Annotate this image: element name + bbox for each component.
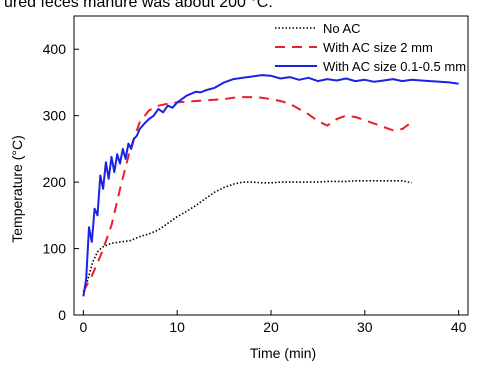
- x-tick-label-2: 20: [263, 319, 279, 335]
- series-line-0: [82, 180, 412, 296]
- y-tick-label-1: 100: [43, 241, 67, 257]
- y-tick-label-3: 300: [43, 108, 67, 124]
- y-tick-label-0: 0: [58, 307, 66, 323]
- legend-label-2: With AC size 0.1-0.5 mm: [323, 59, 466, 74]
- x-tick-label-3: 30: [357, 319, 373, 335]
- y-tick-label-2: 200: [43, 174, 67, 190]
- series-line-2: [82, 74, 459, 297]
- series-line-1: [82, 96, 413, 293]
- x-tick-label-4: 40: [451, 319, 467, 335]
- legend: No AC With AC size 2 mm With AC size 0.1-0…: [275, 21, 466, 74]
- x-tick-label-1: 10: [169, 319, 185, 335]
- y-tick-label-4: 400: [43, 41, 67, 57]
- caption-text: ured feces manure was about 200 °C.: [4, 0, 273, 11]
- x-tick-label-0: 0: [79, 319, 87, 335]
- x-axis-title: Time (min): [250, 345, 316, 361]
- legend-label-0: No AC: [323, 21, 361, 36]
- series-layer: [82, 74, 459, 297]
- y-axis-title: Temperature (°C): [9, 135, 25, 243]
- legend-label-1: With AC size 2 mm: [323, 40, 433, 55]
